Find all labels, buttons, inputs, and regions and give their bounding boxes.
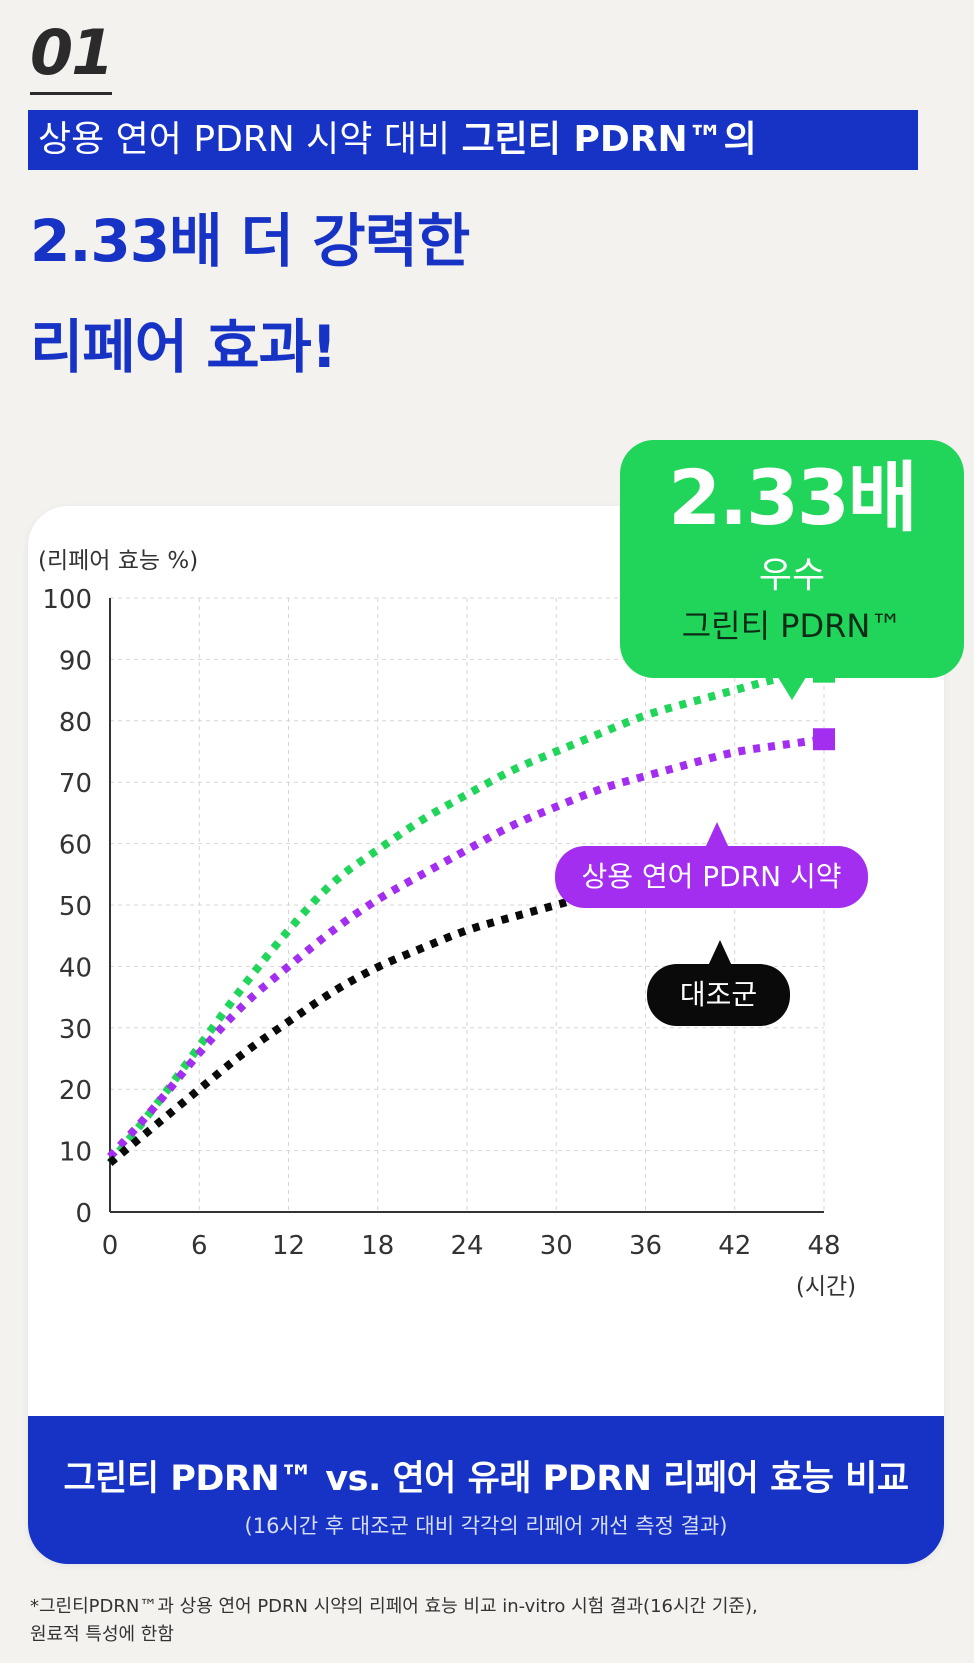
x-tick-label-18: 18 — [361, 1231, 394, 1261]
banner-text-bold: 그린티 PDRN™의 — [461, 119, 757, 160]
y-tick-label-50: 50 — [59, 892, 92, 922]
y-tick-label-60: 60 — [59, 831, 92, 861]
x-tick-label-42: 42 — [718, 1231, 751, 1261]
y-tick-label-30: 30 — [59, 1015, 92, 1045]
y-tick-label-10: 10 — [59, 1138, 92, 1168]
headline-banner: 상용 연어 PDRN 시약 대비 그린티 PDRN™의 — [28, 110, 918, 170]
purple-series-label: 상용 연어 PDRN 시약 — [555, 846, 868, 908]
series-end-marker-1 — [813, 728, 835, 751]
x-axis-label: (시간) — [796, 1274, 856, 1300]
x-tick-label-24: 24 — [450, 1231, 483, 1261]
x-tick-label-48: 48 — [807, 1231, 840, 1261]
x-tick-label-6: 6 — [191, 1231, 208, 1261]
comparison-subtitle: (16시간 후 대조군 대비 각각의 리페어 개선 측정 결과) — [244, 1514, 728, 1538]
x-tick-label-36: 36 — [629, 1231, 662, 1261]
comparison-title: 그린티 PDRN™ vs. 연어 유래 PDRN 리페어 효능 비교 — [63, 1459, 909, 1499]
series-line-2 — [107, 864, 825, 1166]
y-axis-label: (리페어 효능 %) — [38, 548, 198, 574]
headline-line-1: 2.33배 더 강력한 — [30, 207, 470, 275]
y-tick-label-70: 70 — [59, 769, 92, 799]
x-tick-label-12: 12 — [272, 1231, 305, 1261]
y-tick-label-20: 20 — [59, 1076, 92, 1106]
series-line-1 — [107, 735, 825, 1160]
control-series-label: 대조군 — [647, 964, 790, 1026]
y-tick-label-80: 80 — [59, 708, 92, 738]
callout-product: 그린티 PDRN™ — [681, 607, 903, 645]
black-label-tail — [708, 940, 732, 966]
purple-label-tail — [705, 822, 729, 848]
callout-tail — [776, 674, 808, 700]
section-number: 01 — [30, 16, 114, 89]
footnote-line-2: 원료적 특성에 한함 — [30, 1624, 174, 1645]
y-tick-label-40: 40 — [59, 953, 92, 983]
callout-multiplier: 2.33배 — [668, 453, 917, 542]
y-tick-label-0: 0 — [75, 1199, 92, 1229]
y-tick-label-100: 100 — [42, 585, 92, 615]
greentea-callout: 2.33배 우수 그린티 PDRN™ — [620, 440, 964, 678]
footnote: *그린티PDRN™과 상용 연어 PDRN 시약의 리페어 효능 비교 in-v… — [30, 1593, 758, 1649]
headline-line-2: 리페어 효과! — [30, 313, 337, 381]
footnote-line-1: *그린티PDRN™과 상용 연어 PDRN 시약의 리페어 효능 비교 in-v… — [30, 1596, 758, 1617]
callout-superior: 우수 — [758, 555, 826, 596]
chart-card-footer: 그린티 PDRN™ vs. 연어 유래 PDRN 리페어 효능 비교 (16시간… — [28, 1416, 944, 1564]
y-tick-label-90: 90 — [59, 646, 92, 676]
x-tick-label-0: 0 — [102, 1231, 119, 1261]
section-number-underline — [30, 92, 112, 95]
banner-text-regular: 상용 연어 PDRN 시약 대비 — [38, 119, 462, 160]
x-tick-label-30: 30 — [540, 1231, 573, 1261]
series-line-0 — [106, 667, 825, 1166]
